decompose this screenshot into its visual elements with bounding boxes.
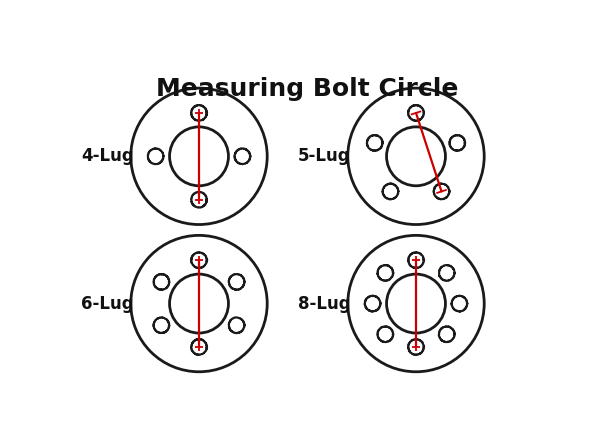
Text: 8-Lug: 8-Lug <box>298 294 351 312</box>
Text: 6-Lug: 6-Lug <box>81 294 134 312</box>
Text: 5-Lug: 5-Lug <box>298 147 351 165</box>
Text: Measuring Bolt Circle: Measuring Bolt Circle <box>157 77 458 101</box>
Text: 4-Lug: 4-Lug <box>81 147 134 165</box>
